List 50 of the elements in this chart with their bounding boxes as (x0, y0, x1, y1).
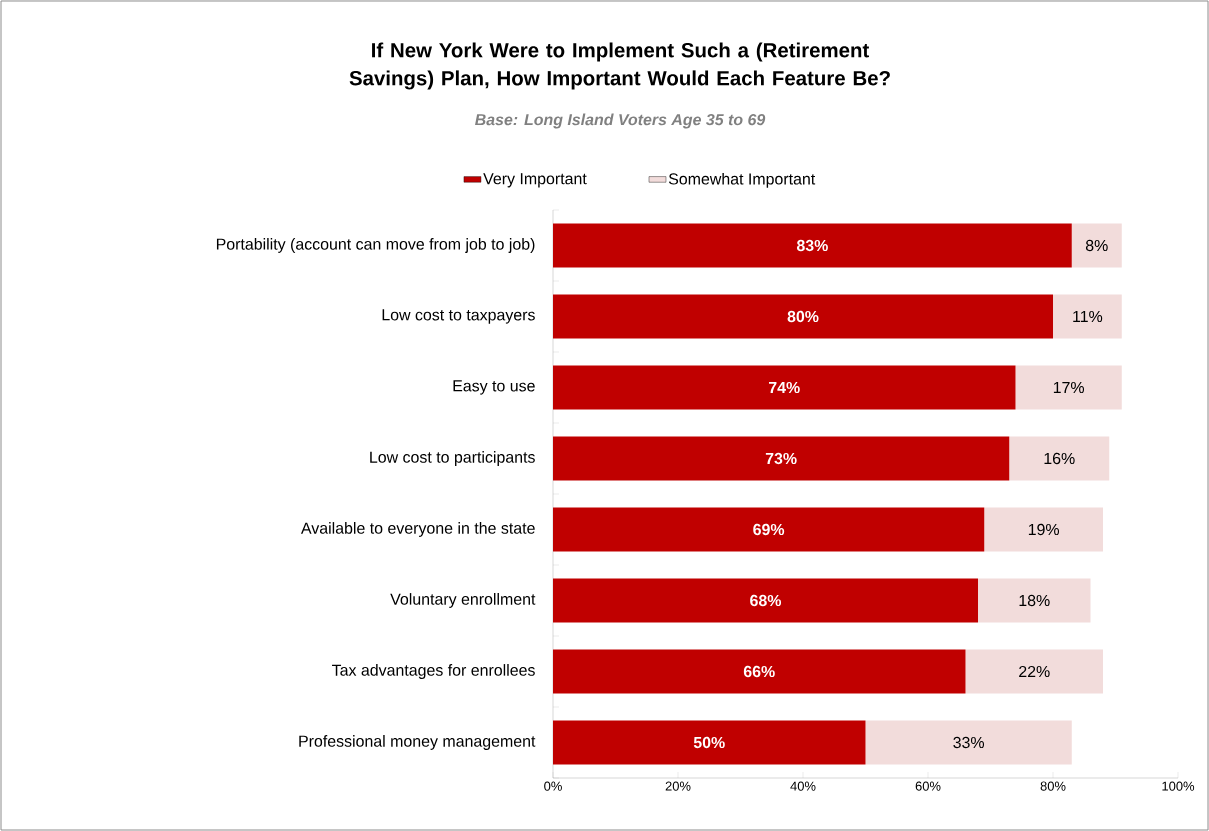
data-label: 68% (750, 594, 782, 607)
bar (553, 223, 1072, 268)
data-label: 33% (953, 736, 985, 749)
data-label: 66% (743, 665, 775, 678)
bar (553, 436, 1010, 481)
x-tick-label: 0% (544, 781, 562, 791)
data-label: 11% (1073, 310, 1103, 323)
bar (865, 720, 1072, 765)
bar (1009, 436, 1110, 481)
bar (553, 649, 966, 694)
x-tick-label: 20% (665, 781, 691, 791)
bar (553, 578, 979, 623)
bar (553, 720, 866, 765)
legend-label: Very Important (483, 173, 587, 188)
x-tick-label: 100% (1162, 781, 1195, 791)
bar (1071, 223, 1122, 268)
y-tick-label: Voluntary enrollment (390, 593, 536, 608)
y-tick-label: Low cost to participants (370, 451, 535, 466)
legend-label: Somewhat Important (668, 172, 816, 188)
data-label: 73% (765, 452, 797, 465)
data-label: 16% (1044, 452, 1075, 465)
data-label: 22% (1019, 665, 1050, 678)
bar (1053, 294, 1122, 339)
y-tick-label: Tax advantages for enrollees (332, 664, 535, 679)
chart-title: If New York Were to Implement Such a (Retirement Savings) Plan, How Important Would Each Feature Be? (349, 42, 890, 90)
bar (1015, 365, 1122, 410)
chart-subtitle: Base: Long Island Voters Age 35 to 69 (475, 113, 766, 129)
y-tick-label: Portability (account can move from job to job) (216, 238, 535, 253)
bar (984, 507, 1104, 552)
data-label: 50% (693, 736, 725, 749)
y-tick-label: Professional money management (299, 735, 536, 750)
data-label: 8% (1085, 239, 1108, 252)
data-label: 17% (1053, 381, 1085, 394)
x-tick-label: 40% (790, 781, 816, 791)
x-tick-label: 80% (1040, 781, 1066, 791)
bar (553, 365, 1016, 410)
data-label: 74% (769, 381, 800, 394)
y-tick-label: Low cost to taxpayers (382, 309, 535, 324)
data-label: 19% (1028, 523, 1060, 536)
x-tick-label: 60% (915, 781, 941, 791)
y-tick-label: Easy to use (453, 380, 535, 395)
bar (965, 649, 1104, 694)
bar (553, 507, 985, 552)
data-label: 69% (753, 523, 785, 536)
data-label: 18% (1019, 594, 1050, 607)
bar (553, 294, 1054, 339)
y-tick-label: Available to everyone in the state (300, 522, 535, 537)
data-label: 80% (787, 310, 819, 323)
bar (978, 578, 1091, 623)
data-label: 83% (796, 239, 828, 252)
